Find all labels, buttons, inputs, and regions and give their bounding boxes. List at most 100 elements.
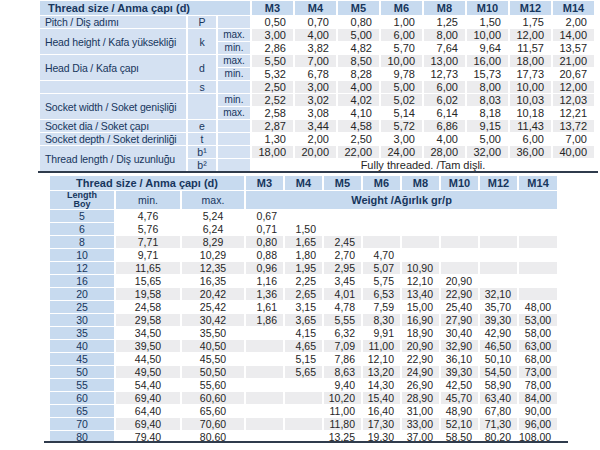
weight-value: 7,09 (324, 340, 361, 352)
min-value: 9,71 (116, 249, 180, 261)
weight-value: 4,01 (324, 288, 361, 300)
dim-table-row: Thread length / Diş uzunluğub¹18,0020,00… (40, 146, 594, 158)
weight-value: 22,90 (441, 288, 478, 300)
weight-value (246, 379, 283, 391)
dim-value: 6,86 (424, 120, 465, 132)
weight-value: 5,55 (324, 314, 361, 326)
dim-value: 7,64 (424, 42, 465, 54)
weight-value (519, 262, 557, 274)
dim-value: 12,21 (553, 107, 594, 119)
size-column-header: M3 (246, 176, 283, 190)
weight-value (246, 327, 283, 339)
weight-value (480, 236, 517, 248)
weight-value: 35,70 (480, 301, 517, 313)
dim-table-row: Head height / Kafa yüksekliğikmax.3,004,… (40, 29, 594, 41)
dim-value: 22,00 (338, 146, 379, 158)
dim-value: 6,02 (424, 94, 465, 106)
weight-value: 5,75 (363, 275, 400, 287)
weight-value (519, 223, 557, 235)
dim-subrow-label (218, 146, 250, 158)
weight-value (441, 236, 478, 248)
dim-row-label: Head Dia / Kafa çapı (40, 55, 186, 80)
weight-value: 50,10 (480, 353, 517, 365)
dim-subrow-label: max. (218, 29, 250, 41)
weight-value (441, 249, 478, 261)
dim-table-row: s2,503,004,005,006,008,0010,0012,00 (40, 81, 594, 93)
divider-line-top (38, 171, 598, 173)
weight-value (480, 262, 517, 274)
weight-value: 5,07 (363, 262, 400, 274)
length-value: 30 (50, 314, 114, 326)
min-value: 7,71 (116, 236, 180, 248)
length-value: 70 (50, 418, 114, 430)
dim-value: 2,58 (252, 107, 293, 119)
dim-value: 11,43 (510, 120, 551, 132)
weight-table-row: 2524,5825,421,613,154,787,5915,0025,4035… (50, 301, 557, 313)
length-value: 6 (50, 223, 114, 235)
max-value: 40,50 (182, 340, 244, 352)
length-value: 8 (50, 236, 114, 248)
dim-value: 3,08 (295, 107, 336, 119)
dim-value: 4,02 (338, 94, 379, 106)
weight-value: 11,00 (363, 340, 400, 352)
weight-value: 25,40 (441, 301, 478, 313)
min-column-header: min. (116, 191, 180, 209)
weight-value: 3,15 (285, 301, 322, 313)
dim-table-row: Head Dia / Kafa çapıdmax.5,507,008,5010,… (40, 55, 594, 67)
dim-subrow-label (218, 159, 250, 171)
dim-value: 8,00 (467, 81, 508, 93)
dim-value: 5,50 (252, 55, 293, 67)
length-value: 12 (50, 262, 114, 274)
weight-value: 8,63 (324, 366, 361, 378)
weight-value: 9,40 (324, 379, 361, 391)
weight-value: 78,00 (519, 379, 557, 391)
weight-value (246, 340, 283, 352)
max-value: 20,42 (182, 288, 244, 300)
max-value: 12,35 (182, 262, 244, 274)
weight-value: 2,65 (285, 288, 322, 300)
weight-value: 84,00 (519, 392, 557, 404)
size-column-header: M8 (424, 1, 465, 15)
weight-table-row: 3029,5830,421,863,655,558,3016,9027,9039… (50, 314, 557, 326)
weight-value (246, 353, 283, 365)
dim-subrow-label: max. (218, 107, 250, 119)
weight-value: 32,90 (441, 340, 478, 352)
weight-value: 18,90 (402, 327, 439, 339)
dim-value: 5,70 (381, 42, 422, 54)
dim-table-row: Pitch / Diş adımıP0,500,700,801,001,251,… (40, 16, 594, 28)
weight-value: 67,80 (480, 405, 517, 417)
size-column-header: M10 (441, 176, 478, 190)
weight-value: 31,00 (402, 405, 439, 417)
dim-value: 0,70 (295, 16, 336, 28)
weight-value: 10,90 (402, 262, 439, 274)
dim-value: 2,87 (252, 120, 293, 132)
size-column-header: M14 (519, 176, 557, 190)
weight-units-header: Weight /Ağırlık gr/p (246, 191, 557, 209)
weight-value: 30,40 (441, 327, 478, 339)
weight-value: 54,50 (480, 366, 517, 378)
weight-value: 13,20 (363, 366, 400, 378)
size-column-header: M6 (381, 1, 422, 15)
dim-value: 3,02 (295, 94, 336, 106)
dim-symbol: t (188, 133, 216, 145)
weight-table-row: 1211,6512,350,961,952,955,0710,90 (50, 262, 557, 274)
dim-value: 11,57 (510, 42, 551, 54)
weight-value: 63,40 (480, 392, 517, 404)
weight-value: 11,00 (324, 405, 361, 417)
weight-value (441, 262, 478, 274)
weight-value (480, 223, 517, 235)
min-value: 11,65 (116, 262, 180, 274)
dim-value: 10,00 (467, 29, 508, 41)
dim-value: 4,82 (338, 42, 379, 54)
weight-value (285, 418, 322, 430)
dim-value: 40,00 (553, 146, 594, 158)
weight-value: 11,80 (324, 418, 361, 430)
weight-table: Thread size / Anma çapı (d) M3 M4 M5 M6 … (48, 175, 559, 444)
dim-header-row: Thread size / Anma çapı (d) M3 M4 M5 M6 … (40, 1, 594, 15)
dim-value: 7,00 (553, 133, 594, 145)
dim-subrow-label (218, 16, 250, 28)
weight-value: 58,90 (480, 379, 517, 391)
dim-value: 16,00 (467, 55, 508, 67)
weight-value: 10,20 (324, 392, 361, 404)
dim-symbol: s (188, 81, 216, 93)
